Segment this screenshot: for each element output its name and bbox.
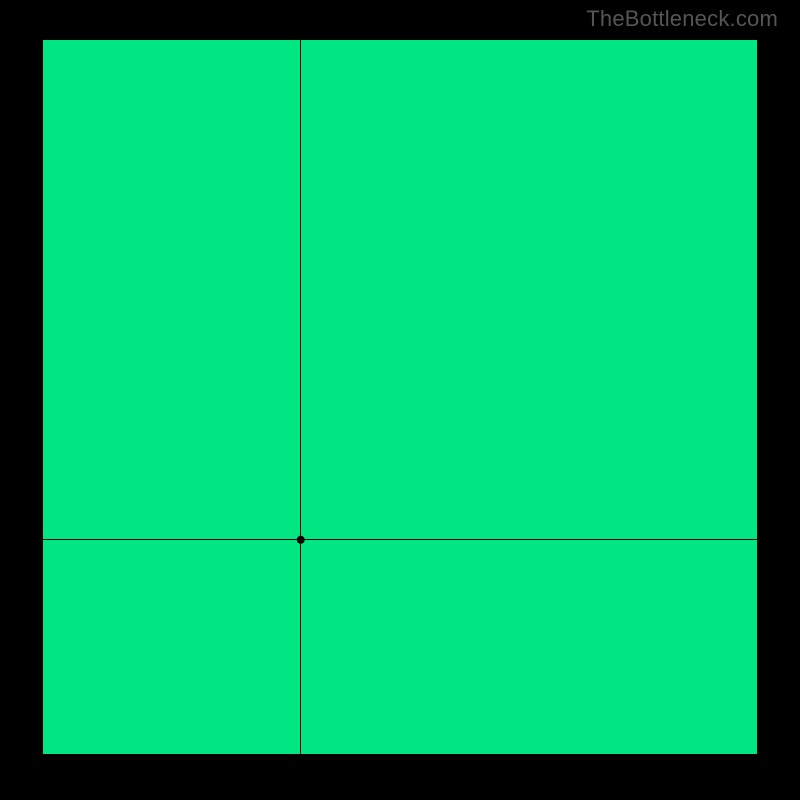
crosshair-marker [43,40,757,754]
watermark-text: TheBottleneck.com [586,6,778,32]
chart-frame: TheBottleneck.com [0,0,800,800]
plot-area [43,40,757,754]
